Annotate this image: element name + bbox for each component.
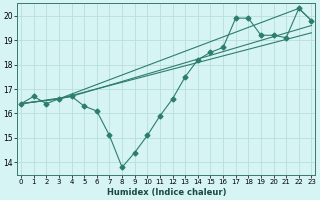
X-axis label: Humidex (Indice chaleur): Humidex (Indice chaleur) xyxy=(107,188,226,197)
